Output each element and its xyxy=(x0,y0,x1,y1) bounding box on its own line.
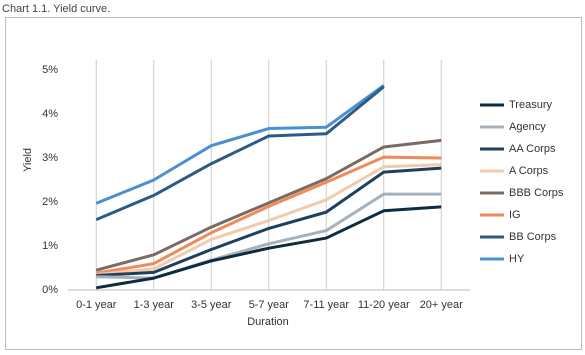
legend-label: Treasury xyxy=(509,99,552,111)
y-tick-label: 0% xyxy=(42,284,58,296)
x-tick-label: 5-7 year xyxy=(249,299,290,311)
series-line xyxy=(96,155,442,275)
x-tick-label: 3-5 year xyxy=(191,299,232,311)
legend-label: BBB Corps xyxy=(509,187,564,199)
y-tick-label: 5% xyxy=(42,64,58,76)
legend-label: AA Corps xyxy=(509,143,556,155)
series-line xyxy=(95,84,385,205)
y-tick-label: 2% xyxy=(42,196,58,208)
legend-label: A Corps xyxy=(509,165,549,177)
legend-label: IG xyxy=(509,209,521,221)
series-line xyxy=(96,166,442,277)
legend-label: BB Corps xyxy=(509,231,557,243)
y-tick-label: 3% xyxy=(42,152,58,164)
x-tick-label: 0-1 year xyxy=(76,299,117,311)
y-axis-label: Yield xyxy=(22,148,34,172)
chart-title: Chart 1.1. Yield curve. xyxy=(2,3,110,15)
series-line xyxy=(96,163,442,277)
series-line xyxy=(95,138,442,272)
series-line xyxy=(96,205,442,290)
legend-label: Agency xyxy=(509,121,546,133)
legend-label: HY xyxy=(509,253,525,265)
y-tick-label: 1% xyxy=(42,240,58,252)
x-tick-label: 7-11 year xyxy=(303,299,349,311)
series-line xyxy=(95,85,385,221)
chart-frame xyxy=(5,17,582,350)
y-tick-label: 4% xyxy=(42,108,58,120)
x-tick-label: 11-20 year xyxy=(358,299,410,311)
x-axis-label: Duration xyxy=(247,316,289,328)
x-tick-label: 1-3 year xyxy=(134,299,175,311)
x-tick-label: 20+ year xyxy=(420,299,463,311)
